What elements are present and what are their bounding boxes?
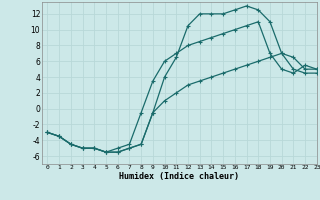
- X-axis label: Humidex (Indice chaleur): Humidex (Indice chaleur): [119, 172, 239, 181]
